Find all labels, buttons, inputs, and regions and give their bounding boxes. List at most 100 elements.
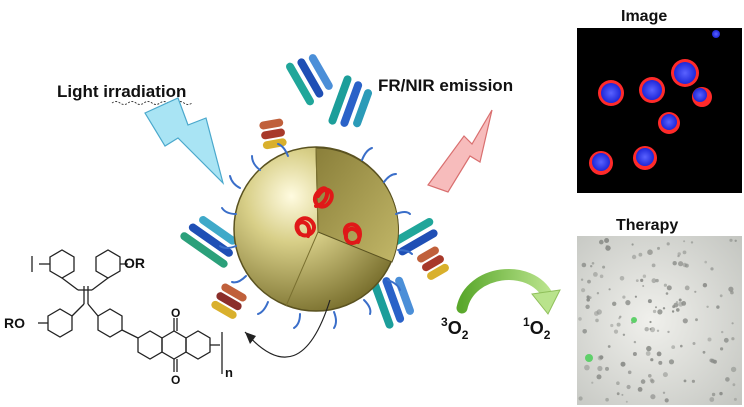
substituent-or: OR [124,255,145,271]
surface-ligands [219,143,413,329]
therapy-cell-dot [655,306,657,309]
therapy-cell-dot [604,238,610,243]
therapy-cell-dot [691,379,696,383]
therapy-cell-dot [678,261,684,267]
therapy-cell-dot [645,351,651,356]
therapy-cell-dot [706,305,709,308]
chemical-structure [31,249,223,374]
emission-bolt-icon [427,109,493,193]
therapy-cell-dot [678,298,682,302]
therapy-cell-dot [616,381,620,386]
therapy-cell-dot [667,330,670,334]
therapy-cell-dot [584,364,590,371]
therapy-cell-dot [733,397,737,401]
therapy-cell-dot [656,329,660,332]
therapy-cell-dot [709,397,715,402]
therapy-cell-dot [664,398,669,403]
therapy-cell-dot [675,301,679,304]
therapy-cell-dot [627,370,632,375]
therapy-cell-dot [596,309,602,315]
therapy-cell-dot [640,278,644,282]
therapy-cell-dot [702,283,708,288]
therapy-cell-dot [731,337,735,341]
therapy-cell-dot [647,299,652,304]
therapy-cell-dot [625,300,631,306]
therapy-cell-dot [682,262,687,268]
therapy-cell-dot [644,327,649,332]
therapy-cell-dot [632,352,637,356]
therapy-cell-dot [662,372,668,378]
therapy-cell-dot [625,400,628,403]
therapy-cell-dot [734,239,737,242]
therapy-cell-dot [662,391,666,394]
therapy-cell-dot [671,310,675,313]
therapy-cell-dot [596,292,600,295]
therapy-cell-dot [612,301,617,306]
protein-cage [180,54,449,329]
therapy-cell-dot [678,301,684,307]
light-bolt-icon [144,97,225,185]
therapy-cell-dot [587,279,591,284]
therapy-cell-dot [618,317,621,320]
therapy-panel-title: Therapy [616,217,678,234]
therapy-cell-dot [650,394,656,400]
therapy-cell-dot [616,392,620,396]
conversion-arrowhead [531,289,561,315]
therapy-cell-dot [631,254,637,260]
therapy-cell-dot [673,302,679,308]
therapy-cell-dot [622,333,626,336]
therapy-cell-dot [649,328,652,330]
therapy-cell-dot [719,391,723,396]
green-cell [585,354,593,362]
therapy-cell-dot [666,285,672,291]
therapy-cell-dot [591,381,594,384]
therapy-cell-dot [725,377,730,382]
therapy-cell-dot [605,366,609,371]
therapy-cell-dot [710,267,714,271]
light-irradiation-label: Light irradiation [57,82,186,101]
therapy-cell-dot [621,393,624,396]
therapy-cell-dot [682,318,688,324]
therapy-cell-dot [622,295,626,299]
triplet-oxygen-label: 3O2 [441,315,469,342]
therapy-cell-dot [655,278,659,283]
therapy-cell-dot [586,295,590,299]
therapy-cell-dot [578,317,582,321]
therapy-cell-dot [590,265,593,268]
therapy-cell-dot [668,359,675,365]
sphere-cutaway [315,147,399,263]
therapy-cell-dot [730,366,737,373]
therapy-cell-dot [657,246,660,250]
therapy-cell-dot [683,379,687,383]
therapy-cell-dot [651,278,657,284]
therapy-cell-dot [729,238,733,242]
therapy-cell-dot [631,243,634,246]
therapy-cell-dot [616,322,621,327]
singlet-oxygen-label: 1O2 [523,315,551,342]
therapy-cell-dot [728,286,734,292]
therapy-cell-dot [586,298,590,302]
therapy-cell-dot [646,345,652,352]
therapy-cell-dot [602,265,606,269]
therapy-cell-dot [599,239,604,245]
therapy-cell-dot [593,272,598,277]
therapy-image [577,236,742,405]
therapy-cell-dot [613,329,619,334]
image-panel-title: Image [621,8,667,25]
substituent-ro: RO [4,315,25,331]
therapy-cell-dot [605,245,611,251]
therapy-cell-dot [605,245,608,248]
therapy-cell-dot [599,355,604,360]
therapy-cell-dot [666,242,670,246]
therapy-cell-dot [642,285,645,287]
therapy-cell-dot [596,374,602,380]
therapy-cell-dot [682,250,687,255]
therapy-cell-dot [711,392,716,397]
therapy-cells [578,238,737,403]
therapy-cell-dot [694,290,697,293]
therapy-cell-dot [731,322,734,325]
therapy-cell-dot [591,262,595,265]
therapy-cell-dot [680,344,683,348]
therapy-cell-dot [732,383,736,387]
